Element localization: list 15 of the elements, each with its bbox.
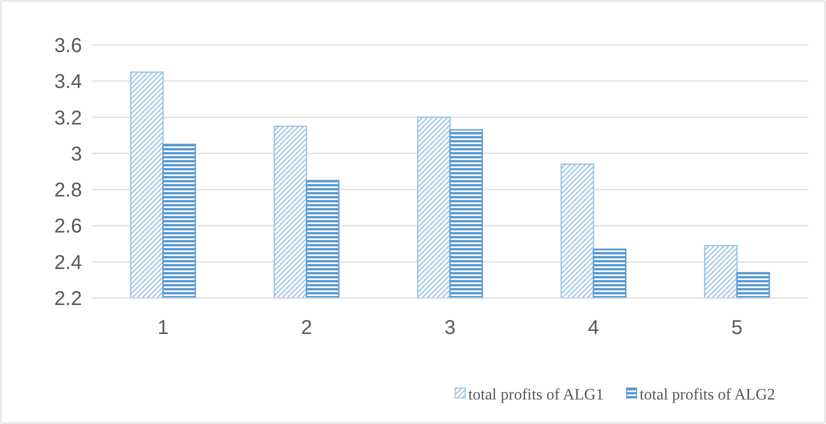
x-tick-label: 5 — [731, 317, 743, 339]
y-tick-label: 3.2 — [54, 107, 82, 130]
x-tick-label: 1 — [157, 317, 169, 339]
y-tick-label: 2.8 — [54, 180, 82, 202]
legend-label: total profits of ALG2 — [640, 386, 776, 404]
y-tick-label: 3 — [70, 143, 82, 166]
x-tick-label: 2 — [300, 317, 312, 339]
x-tick-label: 3 — [444, 317, 456, 339]
y-tick-label: 2.4 — [54, 252, 82, 274]
y-tick-label: 2.2 — [54, 288, 82, 310]
y-tick-label: 2.6 — [54, 216, 82, 238]
y-tick-label: 3.4 — [54, 71, 82, 94]
x-tick-label: 4 — [588, 317, 600, 339]
legend-label: total profits of ALG1 — [468, 386, 604, 404]
y-tick-label: 3.6 — [54, 35, 82, 57]
